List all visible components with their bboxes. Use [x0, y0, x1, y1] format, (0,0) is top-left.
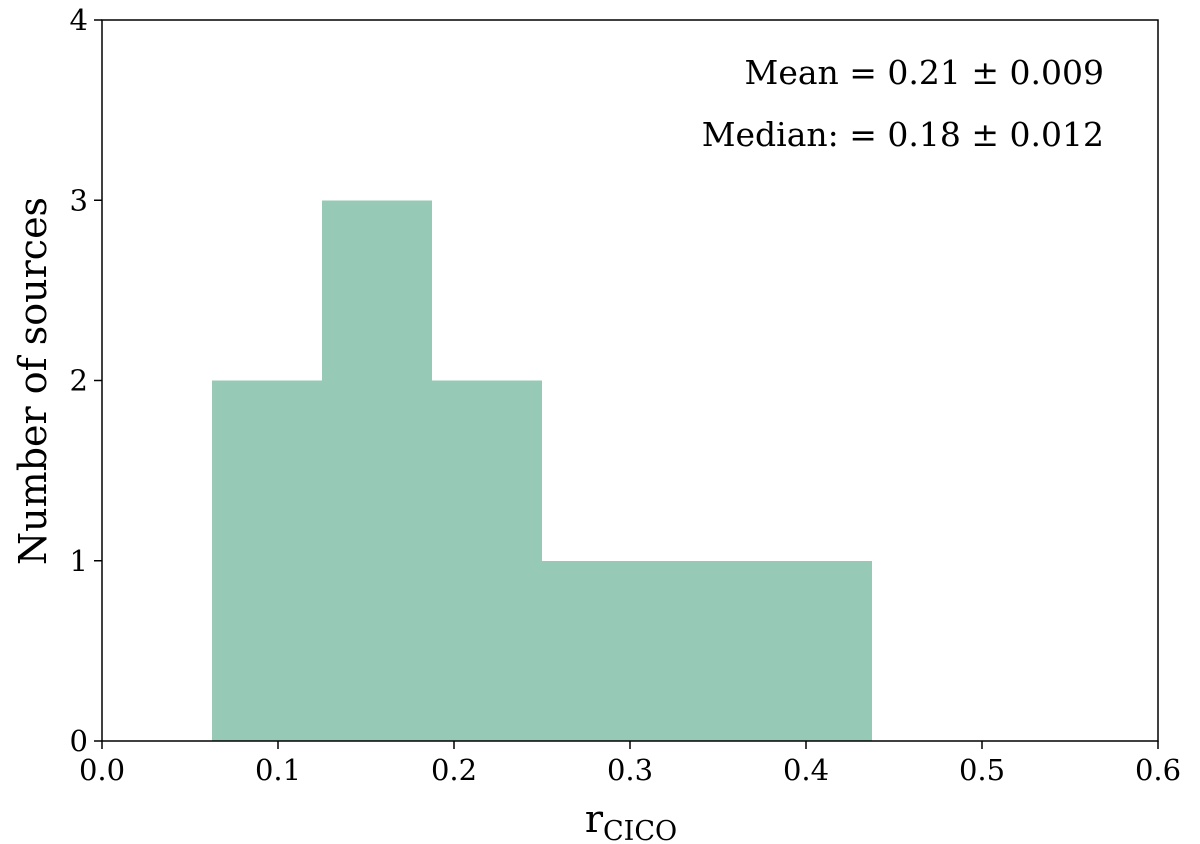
x-tick-label: 0.5: [959, 753, 1005, 787]
x-tick-label: 0.6: [1135, 753, 1181, 787]
x-tick-label: 0.2: [431, 753, 477, 787]
y-axis-ticks: 0 1 2 3 4: [70, 3, 102, 758]
x-tick-label: 0.3: [607, 753, 653, 787]
histogram-bars: [212, 200, 872, 741]
histogram-bar-6: [762, 560, 872, 741]
x-axis-ticks: 0.0 0.1 0.2 0.3 0.4 0.5 0.6: [79, 741, 1181, 787]
y-axis-label: Number of sources: [11, 197, 55, 565]
x-tick-label: 0.4: [783, 753, 829, 787]
x-tick-label: 0.0: [79, 753, 125, 787]
median-annotation: Median: = 0.18 ± 0.012: [702, 115, 1104, 154]
y-tick-label: 1: [70, 544, 88, 578]
histogram-bar-3: [432, 380, 542, 741]
y-tick-label: 2: [70, 364, 88, 398]
x-tick-label: 0.1: [255, 753, 301, 787]
y-tick-label: 3: [70, 183, 88, 217]
x-axis-label-main: r: [585, 797, 604, 841]
histogram-bar-4: [542, 560, 652, 741]
y-tick-label: 4: [70, 3, 88, 37]
y-tick-label: 0: [70, 724, 88, 758]
x-axis-label: rCICO: [585, 797, 677, 844]
histogram-bar-2: [322, 200, 432, 741]
x-axis-label-subscript: CICO: [603, 816, 677, 844]
histogram-bar-5: [652, 560, 762, 741]
mean-annotation: Mean = 0.21 ± 0.009: [745, 53, 1104, 92]
histogram-bar-1: [212, 380, 322, 741]
